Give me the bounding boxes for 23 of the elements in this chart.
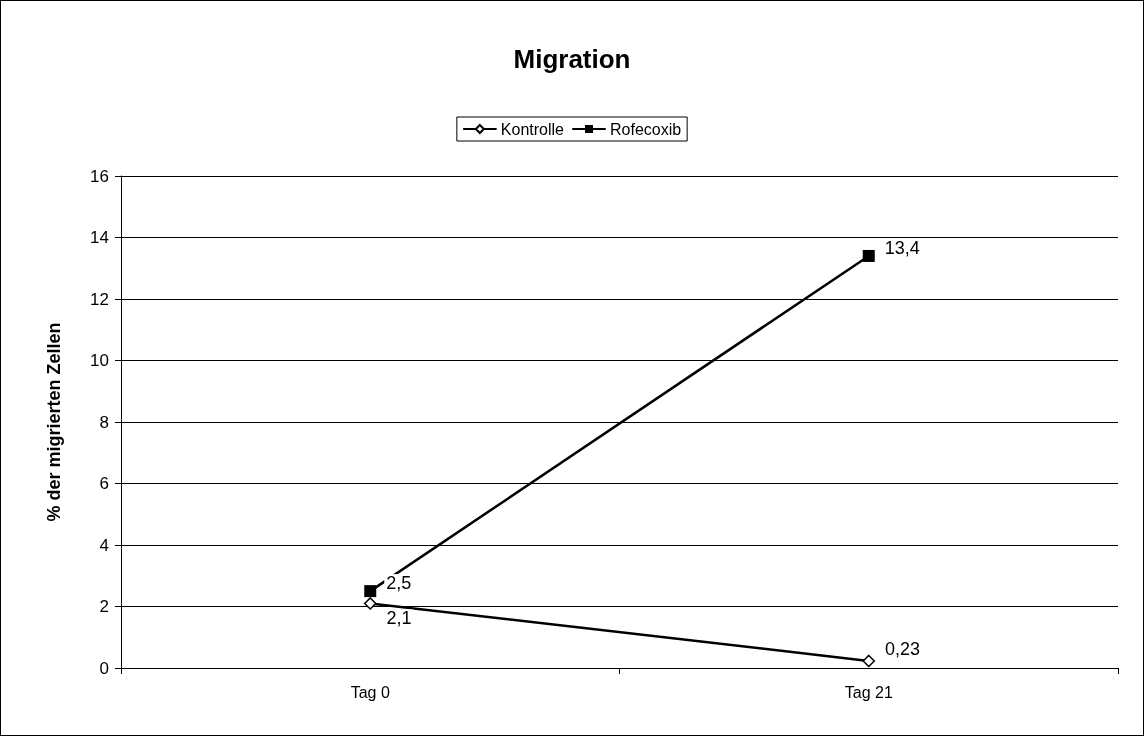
y-tick-label: 12: [90, 289, 109, 309]
data-label: 2,5: [386, 573, 412, 594]
data-label: 2,1: [386, 608, 412, 629]
y-tick-label: 14: [90, 228, 109, 247]
chart-title: Migration: [513, 44, 631, 74]
x-tick-label: Tag 21: [844, 683, 893, 701]
legend-label: Kontrolle: [500, 120, 565, 138]
point: [862, 249, 875, 262]
y-tick-label: 4: [99, 535, 109, 555]
legend-label: Rofecoxib: [610, 120, 682, 138]
y-tick-label: 10: [90, 351, 109, 370]
y-tick-label: 2: [99, 597, 109, 616]
y-tick-label: 8: [99, 412, 109, 432]
y-tick-label: 16: [90, 166, 109, 186]
point: [862, 654, 875, 668]
point: [364, 585, 377, 598]
y-tick-label: 6: [99, 474, 109, 493]
y-tick-label: 0: [99, 658, 109, 678]
data-label: 13,4: [884, 237, 920, 258]
point: [364, 597, 377, 610]
y-axis-title: % der migrierten Zellen: [44, 322, 64, 522]
data-label: 0,23: [885, 638, 921, 659]
x-tick-label: Tag 0: [350, 683, 390, 701]
